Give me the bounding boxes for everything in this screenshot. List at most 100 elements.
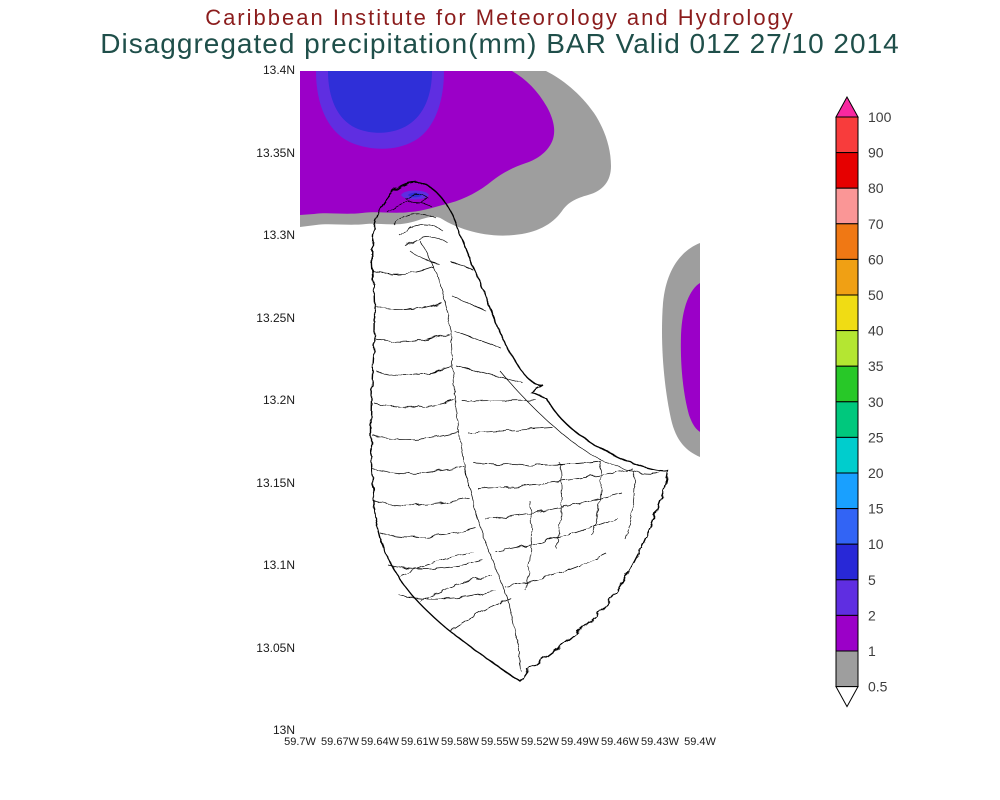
watershed-boundary: [451, 295, 488, 313]
colorbar-above-max: [835, 95, 859, 118]
colorbar-tick-label: 40: [868, 323, 884, 339]
watershed-boundary: [387, 559, 484, 570]
colorbar-tick-label: 30: [868, 394, 884, 410]
colorbar-tick-label: 5: [868, 572, 876, 588]
colorbar-tick-label: 10: [868, 536, 884, 552]
colorbar-segment: [835, 330, 859, 367]
watershed-boundary: [387, 201, 433, 214]
colorbar-tick-label: 35: [868, 358, 884, 374]
colorbar-segment: [835, 436, 859, 474]
colorbar-segment: [835, 365, 859, 403]
colorbar-tick-label: 90: [868, 145, 884, 161]
watershed-boundary: [375, 366, 453, 376]
colorbar-tick-label: 50: [868, 287, 884, 303]
colorbar-tick-label: 1: [868, 643, 876, 659]
x-axis-label: 59.64W: [361, 736, 399, 748]
colorbar-segment: [835, 401, 859, 438]
watershed-boundary: [555, 462, 562, 549]
colorbar-tick-label: 20: [868, 465, 884, 481]
y-axis-label: 13.35N: [256, 145, 295, 160]
colorbar-tick-label: 80: [868, 180, 884, 196]
watershed-boundary: [504, 553, 608, 588]
x-axis-label: 59.67W: [321, 736, 359, 748]
watershed-boundary: [461, 399, 537, 402]
watershed-boundary: [499, 370, 661, 474]
watershed-boundary: [405, 194, 429, 203]
watershed-boundary: [419, 240, 522, 672]
watershed-boundary: [455, 365, 524, 384]
colorbar-tick-label: 60: [868, 251, 884, 267]
precip-region-purple-east: [680, 283, 700, 432]
colorbar-tick-label: 100: [868, 109, 892, 125]
watershed-boundary: [453, 330, 502, 349]
map-svg: [300, 71, 700, 683]
island-coastline: [370, 181, 669, 683]
watershed-boundary: [467, 427, 554, 434]
colorbar-segment: [835, 543, 859, 581]
precip-region-blue-north: [328, 71, 432, 133]
colorbar-segment: [835, 294, 859, 332]
colorbar-below-min: [835, 686, 859, 708]
x-axis-label: 59.55W: [481, 736, 519, 748]
watershed-boundary: [398, 589, 496, 600]
watershed-boundary: [379, 527, 477, 538]
watershed-boundary: [399, 551, 474, 577]
y-axis-label: 13.25N: [256, 310, 295, 325]
y-axis-label: 13.4N: [262, 63, 295, 77]
y-axis-label: 13.2N: [262, 393, 295, 407]
y-axis-label: 13.05N: [256, 640, 295, 655]
map-plot-area: [300, 71, 700, 731]
watershed-boundary: [374, 333, 450, 343]
x-axis-label: 59.61W: [401, 736, 439, 748]
colorbar-segment: [835, 579, 859, 616]
colorbar-tick-label: 15: [868, 501, 884, 517]
watershed-boundary: [373, 399, 455, 408]
watershed-boundary: [371, 465, 465, 474]
watershed-boundary: [392, 212, 438, 225]
watershed-boundary: [477, 468, 634, 490]
colorbar-tick-label: 0.5: [868, 679, 888, 695]
x-axis-label: 59.4W: [684, 736, 716, 748]
colorbar-segment: [835, 152, 859, 189]
watershed-boundary: [373, 497, 470, 506]
x-axis-label: 59.52W: [521, 736, 559, 748]
institute-title: Caribbean Institute for Meteorology and …: [205, 5, 795, 30]
colorbar-tick-label: 2: [868, 607, 876, 623]
watershed-boundary: [398, 224, 444, 236]
watershed-boundary: [473, 460, 601, 466]
colorbar: 100 90 80 70 60 50 40 35 30 25 20 15 10 5 2 1 0.5: [835, 95, 892, 708]
colorbar-segment: [835, 116, 859, 154]
colorbar-segment: [835, 258, 859, 296]
colorbar-segment: [835, 650, 859, 688]
colorbar-tick-label: 25: [868, 429, 884, 445]
colorbar-segment: [835, 472, 859, 510]
watershed-boundary: [494, 517, 618, 552]
colorbar-segment: [835, 614, 859, 652]
product-title: Disaggregated precipitation(mm) BAR Vali…: [100, 28, 900, 59]
x-axis-label: 59.43W: [641, 736, 679, 748]
island-group: [370, 181, 669, 683]
colorbar-tick-label: 70: [868, 216, 884, 232]
y-axis-label: 13N: [272, 723, 295, 737]
watershed-boundary: [419, 574, 492, 602]
x-axis-label: 59.46W: [601, 736, 639, 748]
watershed-boundary: [372, 431, 460, 440]
y-axis-label: 13.3N: [262, 228, 295, 242]
watershed-boundary: [404, 236, 449, 247]
watershed-boundary: [372, 266, 435, 275]
watershed-boundary: [484, 492, 623, 520]
colorbar-segment: [835, 508, 859, 545]
watershed-boundary: [449, 597, 512, 632]
y-axis-label: 13.15N: [256, 475, 295, 490]
watershed-boundary: [449, 260, 474, 271]
watershed-boundary: [409, 250, 440, 265]
watershed-boundary: [373, 301, 442, 310]
y-axis-label: 13.1N: [262, 558, 295, 572]
watershed-boundary: [524, 500, 532, 591]
precip-spot-blue-tip: [408, 192, 422, 198]
x-axis-label: 59.7W: [284, 736, 316, 748]
x-axis-label: 59.49W: [561, 736, 599, 748]
x-axis-label: 59.58W: [441, 736, 479, 748]
watershed-boundary: [624, 470, 635, 540]
